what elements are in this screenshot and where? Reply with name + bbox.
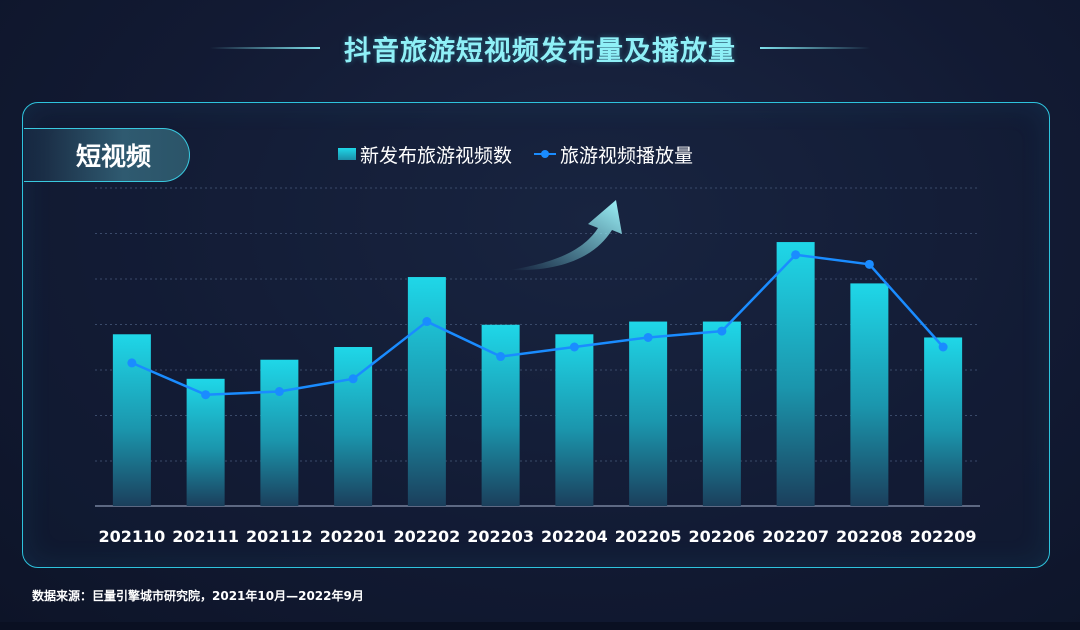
line-point-202112 xyxy=(274,387,284,397)
x-tick-label: 202112 xyxy=(246,527,313,546)
bottom-strip xyxy=(0,622,1080,630)
line-point-202208 xyxy=(864,259,874,269)
line-point-202205 xyxy=(643,332,653,342)
x-tick-label: 202205 xyxy=(615,527,682,546)
bar-202209 xyxy=(924,337,963,506)
tab-short-video[interactable]: 短视频 xyxy=(24,128,190,182)
line-point-202201 xyxy=(348,374,358,384)
x-tick-label: 202111 xyxy=(172,527,239,546)
x-tick-label: 202207 xyxy=(762,527,829,546)
bar-202208 xyxy=(850,283,889,506)
x-tick-label: 202110 xyxy=(98,527,165,546)
line-point-202202 xyxy=(422,317,432,327)
line-point-202206 xyxy=(717,326,727,336)
line-path xyxy=(131,253,945,396)
x-tick-label: 202204 xyxy=(541,527,608,546)
x-tick-label: 202209 xyxy=(910,527,977,546)
x-axis-labels: 202110 202111 202112 202201 202202 202203 2022… xyxy=(98,527,976,546)
x-tick-label: 202208 xyxy=(836,527,903,546)
legend-bar-swatch xyxy=(338,148,356,160)
bar-202207 xyxy=(776,242,815,506)
chart-legend: 新发布旅游视频数 旅游视频播放量 xyxy=(338,140,693,168)
title-divider-right xyxy=(760,47,870,49)
bar-202205 xyxy=(629,321,668,506)
x-tick-label: 202203 xyxy=(467,527,534,546)
legend-line-swatch xyxy=(534,150,557,158)
line-point-202203 xyxy=(496,352,506,362)
line-series xyxy=(127,250,948,400)
bar-202112 xyxy=(260,359,299,506)
line-point-202204 xyxy=(569,342,579,352)
bar-202204 xyxy=(555,334,594,506)
bar-202202 xyxy=(407,277,446,506)
up-arrow-icon xyxy=(510,200,622,271)
line-point-202207 xyxy=(791,250,801,260)
grid-lines xyxy=(95,187,980,507)
x-tick-label: 202201 xyxy=(320,527,387,546)
bar-202203 xyxy=(481,324,520,506)
tab-label: 短视频 xyxy=(76,142,152,171)
chart-title: 抖音旅游短视频发布量及播放量 xyxy=(344,35,736,67)
line-point-202209 xyxy=(938,342,948,352)
bar-series xyxy=(112,242,963,506)
source-note: 数据来源：巨量引擎城市研究院，2021年10月—2022年9月 xyxy=(32,589,364,603)
legend-item-line: 旅游视频播放量 xyxy=(560,144,694,167)
x-tick-label: 202206 xyxy=(688,527,755,546)
bar-202111 xyxy=(186,378,225,506)
line-point-202111 xyxy=(201,390,211,400)
bar-202206 xyxy=(702,321,741,506)
bar-202201 xyxy=(334,347,373,506)
legend-item-bar: 新发布旅游视频数 xyxy=(360,144,513,167)
line-point-202110 xyxy=(127,358,137,368)
title-divider-left xyxy=(210,47,320,49)
title-area: 抖音旅游短视频发布量及播放量 xyxy=(0,26,1080,70)
x-tick-label: 202202 xyxy=(393,527,460,546)
